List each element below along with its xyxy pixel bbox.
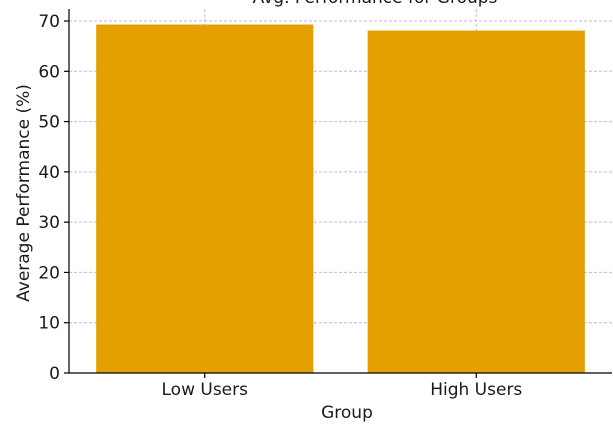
x-axis-title: Group — [321, 403, 373, 423]
bar-high-users — [367, 30, 585, 373]
bars — [96, 24, 585, 374]
axes — [68, 9, 612, 374]
y-tick-label: 60 — [38, 62, 60, 82]
y-tick-label: 50 — [38, 113, 60, 133]
x-tick-label: Low Users — [162, 380, 249, 400]
x-tick-label: High Users — [430, 380, 522, 400]
y-ticks: 0 10 20 30 40 50 60 70 — [38, 12, 69, 384]
chart-title: Avg. Performance for Groups — [253, 0, 498, 8]
y-tick-label: 10 — [38, 314, 60, 334]
y-tick-label: 20 — [38, 263, 60, 283]
y-tick-label: 0 — [49, 364, 60, 384]
y-tick-label: 40 — [38, 163, 60, 183]
y-tick-label: 70 — [38, 12, 60, 32]
bar-low-users — [96, 24, 314, 374]
y-tick-label: 30 — [38, 213, 60, 233]
x-ticks: Low Users High Users — [162, 373, 522, 400]
y-axis-title: Average Performance (%) — [14, 84, 34, 302]
